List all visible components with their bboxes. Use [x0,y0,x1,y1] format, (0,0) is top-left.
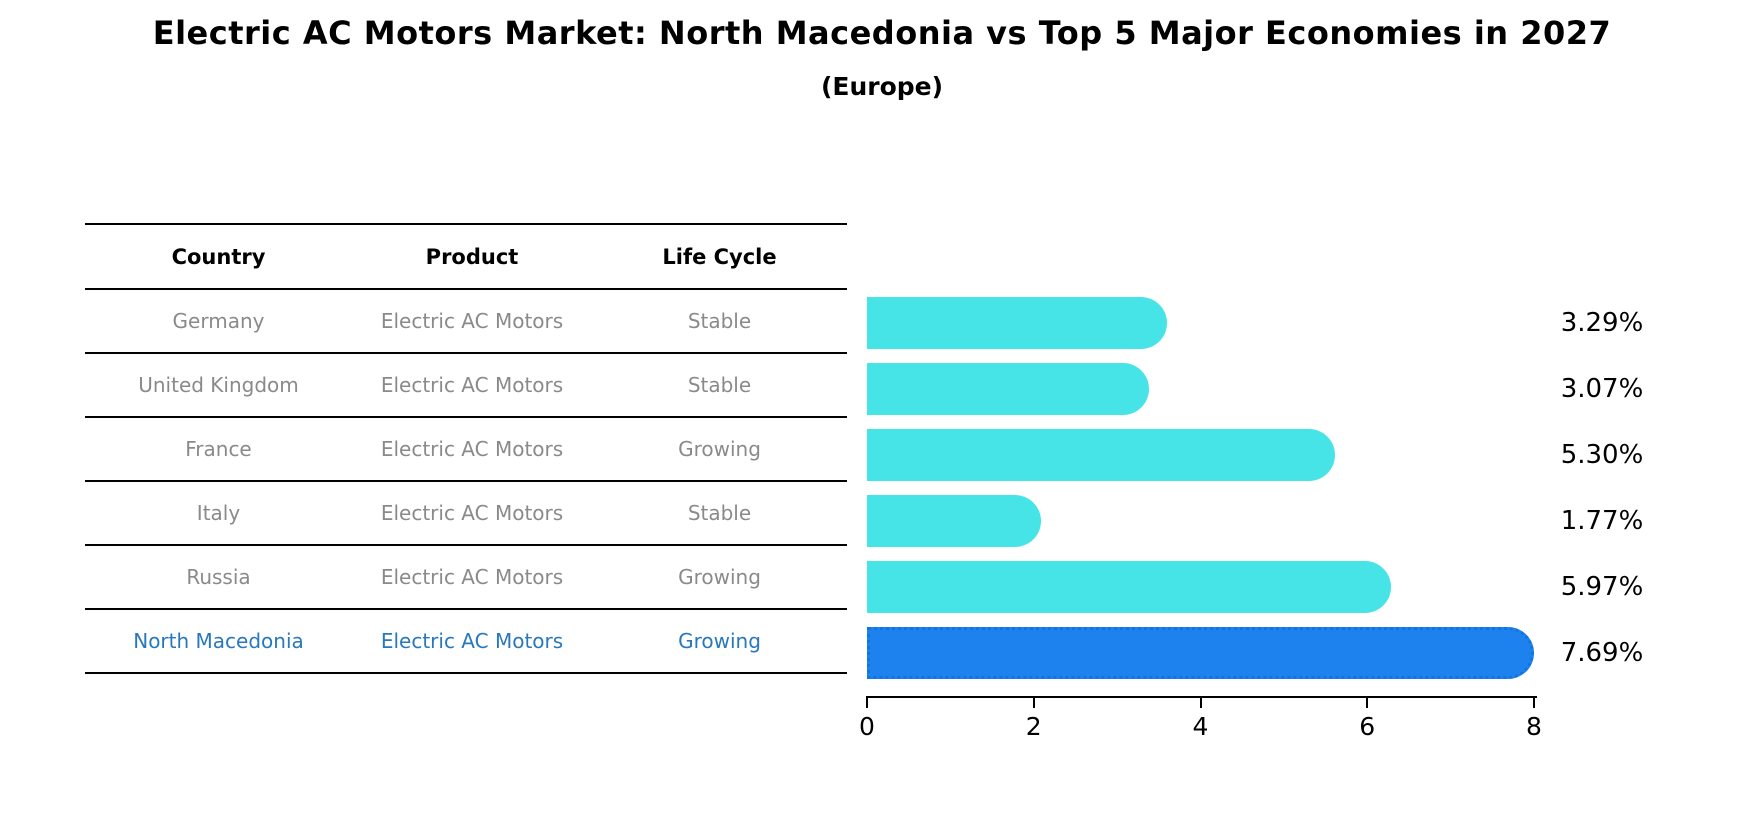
bar-germany [867,297,1168,349]
x-tick-label: 4 [1192,712,1209,741]
x-tick-mark [1199,698,1202,708]
table-row-north-macedonia: North Macedonia Electric AC Motors Growi… [85,610,847,674]
product-cell: Electric AC Motors [380,437,564,461]
life-cycle-cell: Stable [687,309,752,333]
product-cell: Electric AC Motors [380,565,564,589]
life-cycle-cell: Growing [678,565,761,589]
chart-title: Electric AC Motors Market: North Macedon… [152,14,1612,52]
table-row-italy: Italy Electric AC Motors Stable [85,482,847,546]
column-header-product: Product [425,244,519,269]
bar-united-kingdom [867,363,1149,415]
life-cycle-cell: Growing [678,629,761,653]
life-cycle-cell: Stable [687,373,752,397]
value-label-north-macedonia: 7.69% [1560,638,1644,668]
life-cycle-cell: Growing [678,437,761,461]
bar-russia [867,561,1391,613]
value-label-russia: 5.97% [1560,572,1644,602]
country-cell: France [185,437,252,461]
x-axis-line [866,696,1537,698]
bar-north-macedonia [867,627,1535,679]
life-cycle-cell: Stable [687,501,752,525]
product-cell: Electric AC Motors [380,309,564,333]
product-cell: Electric AC Motors [380,501,564,525]
value-label-france: 5.30% [1560,440,1644,470]
country-cell: Germany [172,309,265,333]
bar-italy [867,495,1041,547]
column-header-life-cycle: Life Cycle [662,244,777,269]
chart-subtitle: (Europe) [820,72,944,101]
value-label-italy: 1.77% [1560,506,1644,536]
x-tick-mark [1366,698,1369,708]
product-cell: Electric AC Motors [380,373,564,397]
country-cell: Italy [196,501,241,525]
table-row-germany: Germany Electric AC Motors Stable [85,290,847,354]
x-tick-label: 2 [1025,712,1042,741]
value-label-germany: 3.29% [1560,308,1644,338]
x-tick-label: 0 [859,712,875,741]
bar-france [867,429,1335,481]
x-tick-mark [1032,698,1035,708]
x-tick-mark [1533,698,1535,708]
x-tick-label: 8 [1526,712,1542,741]
x-tick-mark [866,698,868,708]
x-tick-label: 6 [1359,712,1376,741]
product-cell: Electric AC Motors [380,629,564,653]
value-label-united-kingdom: 3.07% [1560,374,1644,404]
table-header-row: Country Product Life Cycle [85,225,847,290]
table-row-france: France Electric AC Motors Growing [85,418,847,482]
country-cell: North Macedonia [133,629,304,653]
country-cell: United Kingdom [138,373,299,397]
country-cell: Russia [186,565,251,589]
table-row-russia: Russia Electric AC Motors Growing [85,546,847,610]
country-info-table: Country Product Life Cycle Germany Elect… [85,223,847,674]
table-row-united-kingdom: United Kingdom Electric AC Motors Stable [85,354,847,418]
column-header-country: Country [171,244,266,269]
